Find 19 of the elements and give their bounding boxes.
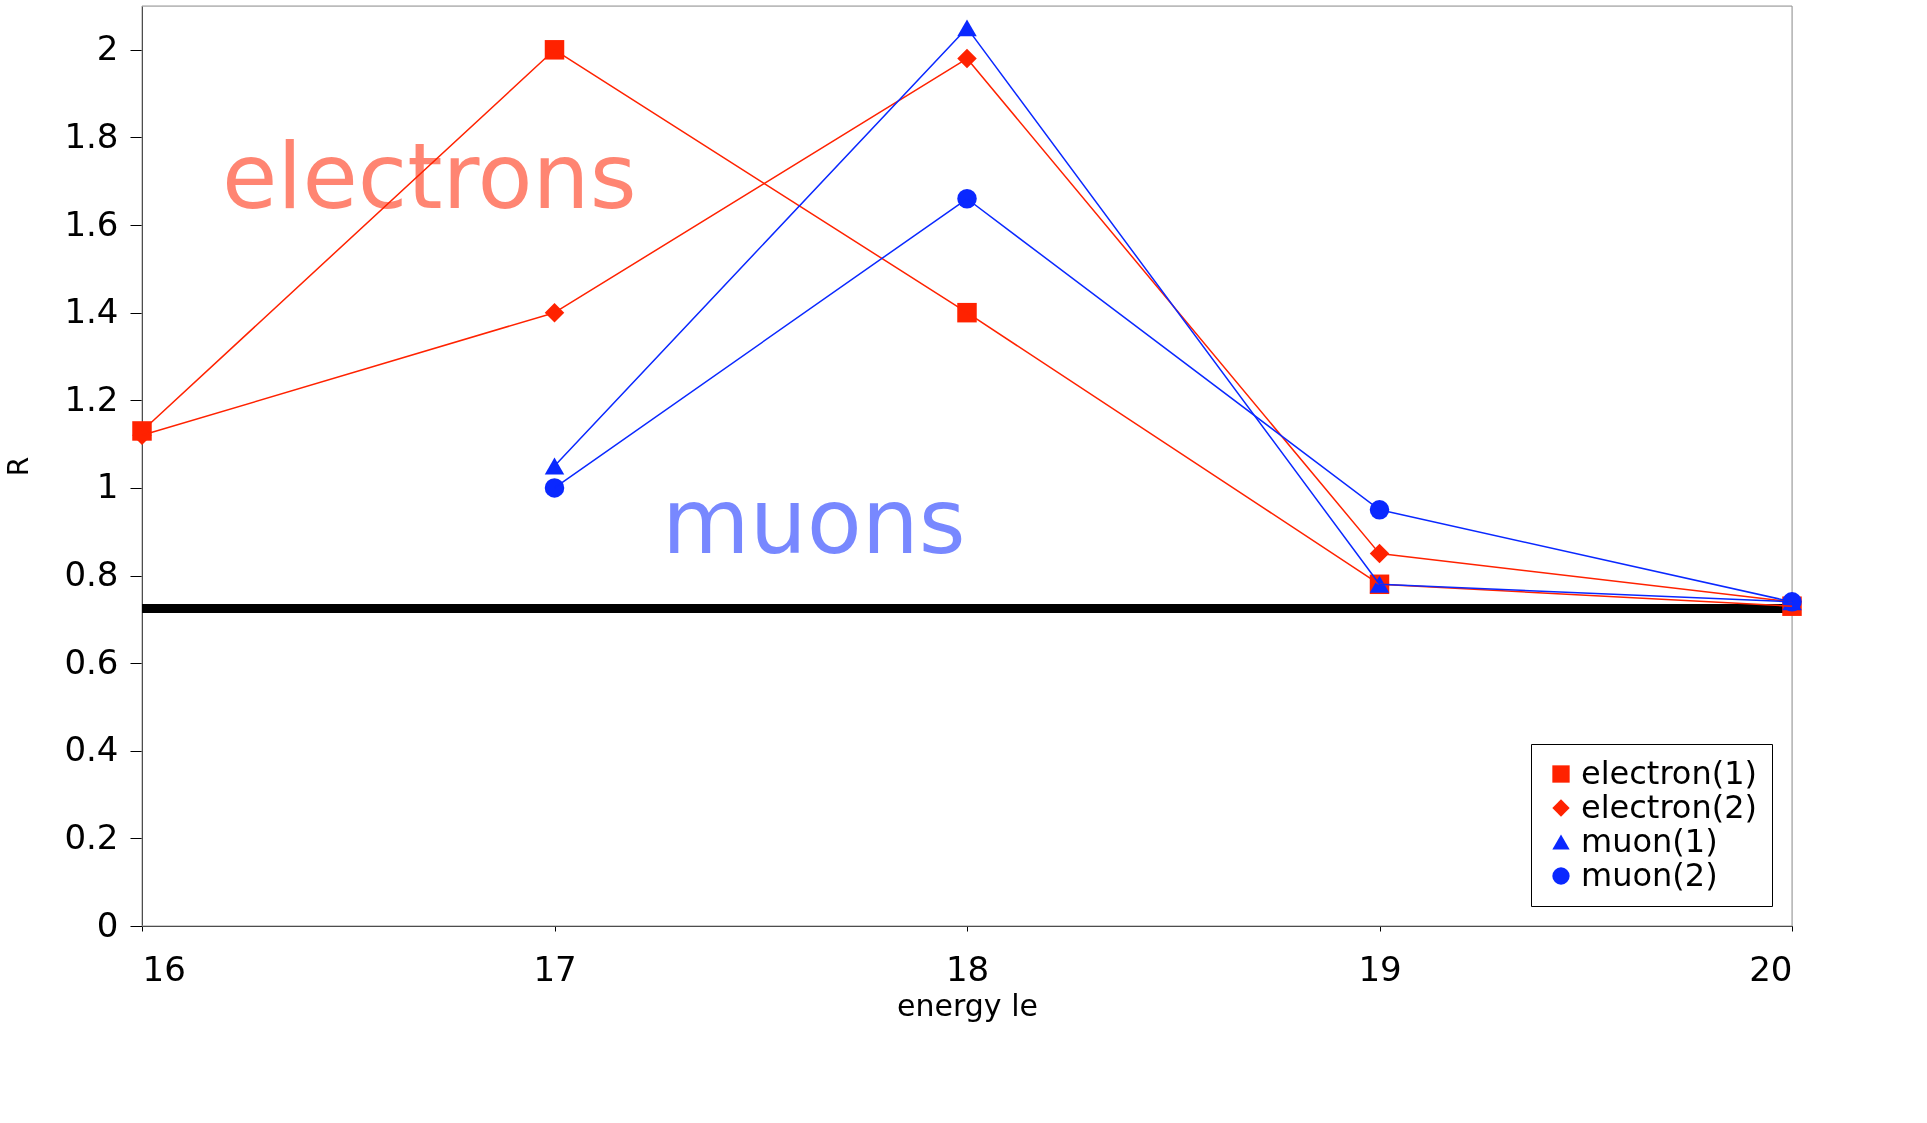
y-tick-label: 2 — [96, 28, 119, 69]
y-tick-label: 0.2 — [64, 816, 119, 857]
y-tick-label: 1.2 — [64, 378, 119, 419]
y-tick-label: 1.8 — [64, 115, 119, 156]
y-tick-label: 1.4 — [64, 291, 119, 332]
x-tick-label: 16 — [142, 948, 186, 989]
y-axis-title: R — [2, 456, 36, 477]
y-tick-label: 0.8 — [64, 554, 119, 595]
annotation: muons — [662, 469, 966, 574]
x-tick-label: 18 — [945, 948, 990, 989]
x-tick-label: 20 — [1749, 948, 1793, 989]
y-tick-label: 0.4 — [64, 729, 119, 770]
y-tick-label: 0 — [96, 904, 119, 945]
x-axis-title: energy le — [897, 987, 1038, 1023]
y-tick-label: 1.6 — [64, 203, 119, 244]
x-tick-label: 17 — [533, 948, 577, 989]
y-tick-label: 0.6 — [64, 641, 119, 682]
x-tick-label: 19 — [1358, 948, 1402, 989]
y-tick-label: 1 — [96, 466, 119, 507]
